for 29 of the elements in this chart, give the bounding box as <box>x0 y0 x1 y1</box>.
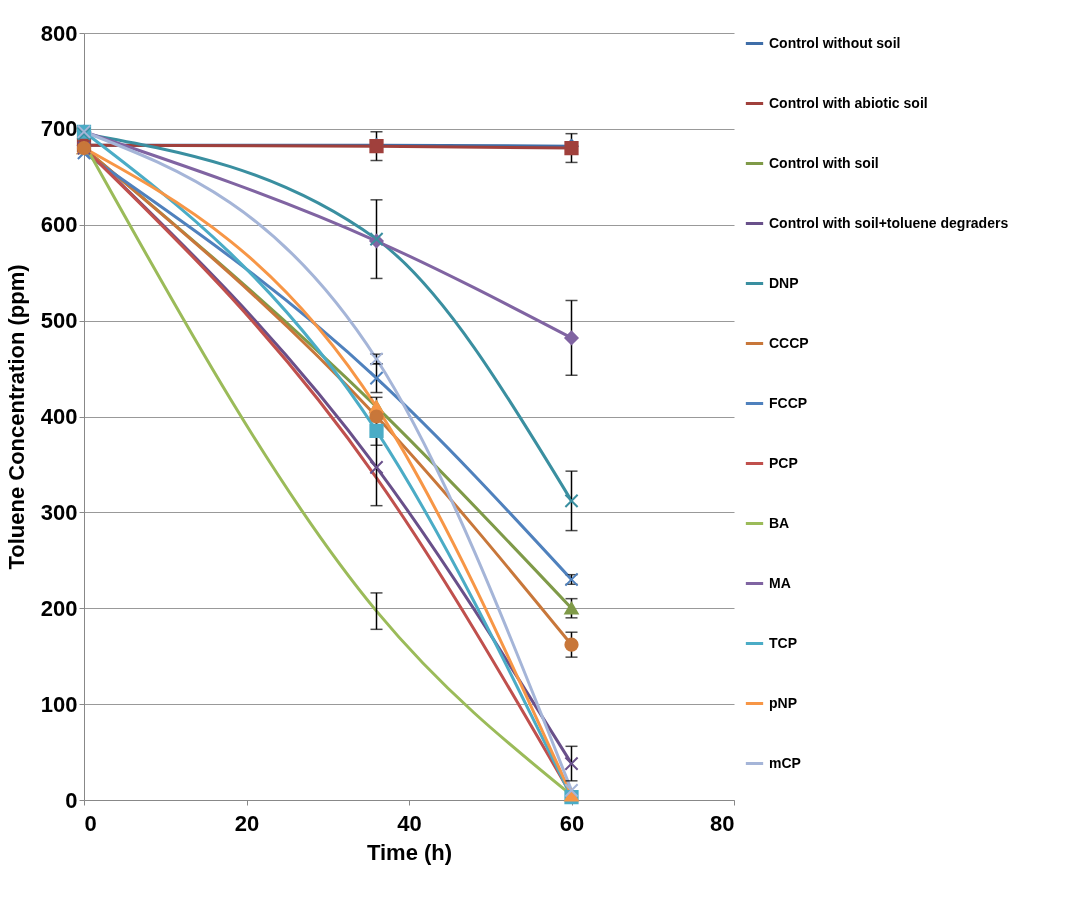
legend-label: MA <box>769 574 791 591</box>
x-axis-title: Time (h) <box>366 839 453 865</box>
legend-label: Control without soil <box>769 34 901 51</box>
y-tick-label: 300 <box>40 499 78 525</box>
legend-label: PCP <box>769 454 798 471</box>
x-tick-label: 60 <box>559 810 585 836</box>
legend-label: FCCP <box>769 394 808 411</box>
x-tick-label: 40 <box>397 810 422 836</box>
legend-label: Control with soil+toluene degraders <box>769 214 1009 231</box>
legend-label: mCP <box>769 754 801 771</box>
y-tick-label: 800 <box>40 20 78 46</box>
x-tick-label: 80 <box>710 810 735 836</box>
y-tick-label: 0 <box>65 787 78 813</box>
legend-label: Control with soil <box>769 154 879 171</box>
legend-label: DNP <box>769 274 799 291</box>
legend-label: CCCP <box>769 334 809 351</box>
y-tick-label: 500 <box>40 308 78 334</box>
y-tick-label: 200 <box>40 595 78 621</box>
x-tick-label: 20 <box>234 810 260 836</box>
legend-label: TCP <box>769 634 797 651</box>
y-tick-label: 400 <box>40 404 78 429</box>
legend-label: BA <box>769 514 790 531</box>
y-tick-label: 700 <box>40 116 78 142</box>
legend-label: Control with abiotic soil <box>769 94 928 111</box>
y-tick-label: 600 <box>40 212 78 238</box>
x-tick-label: 0 <box>84 810 97 836</box>
legend-label: pNP <box>769 694 797 711</box>
y-axis-title: Toluene Concentration (ppm) <box>3 264 29 570</box>
y-tick-label: 100 <box>40 691 78 717</box>
